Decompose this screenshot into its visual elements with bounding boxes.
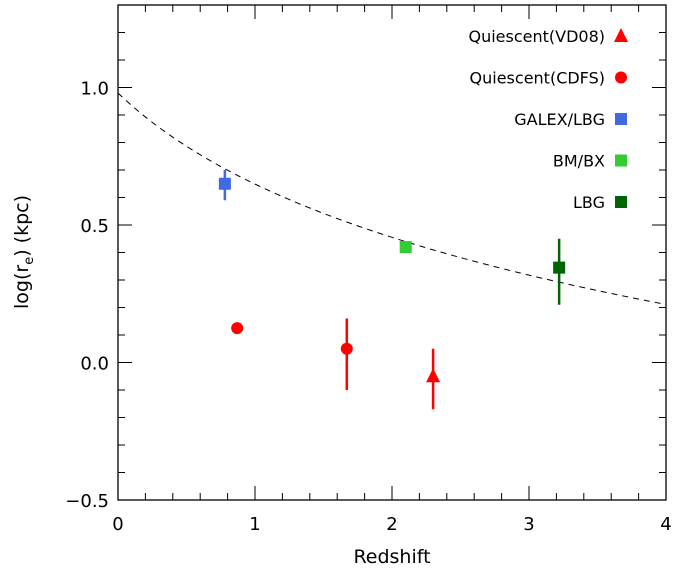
lbg-marker: [553, 261, 566, 274]
legend-marker-lbg: [615, 196, 627, 208]
quiescent-vd08-marker: [426, 368, 441, 383]
legend-label-quiescent-cdfs: Quiescent(CDFS): [470, 69, 605, 88]
y-axis-title-tail: ) (kpc): [11, 195, 33, 257]
x-tick-label: 1: [249, 514, 260, 535]
y-tick-label: 0.5: [80, 216, 109, 237]
legend-marker-bm-bx: [615, 154, 627, 167]
y-axis-title-sub: e: [22, 257, 37, 265]
legend-label-quiescent-vd08: Quiescent(VD08): [468, 27, 605, 46]
x-axis-title: Redshift: [353, 546, 430, 568]
legend-marker-quiescent-vd08: [614, 28, 628, 42]
error-bars: [223, 170, 561, 410]
fit-curve: [117, 92, 667, 305]
bm-bx-marker: [399, 241, 412, 253]
tick-labels: 0 1 2 3 4 −0.5 0.0 0.5 1.0: [65, 79, 671, 536]
legend-label-galex-lbg: GALEX/LBG: [514, 110, 605, 129]
y-axis-title-main: log(r: [11, 265, 33, 309]
x-tick-label: 3: [523, 514, 534, 535]
x-tick-label: 0: [112, 514, 123, 535]
quiescent-cdfs-marker: [340, 342, 353, 355]
galex-lbg-marker: [218, 177, 231, 190]
legend-marker-galex-lbg: [615, 113, 627, 125]
x-tick-label: 2: [386, 514, 397, 535]
y-axis-title: log(re) (kpc): [11, 195, 37, 309]
y-tick-label: 0.0: [80, 354, 109, 375]
legend-marker-quiescent-cdfs: [615, 71, 627, 84]
legend-label-bm-bx: BM/BX: [553, 152, 605, 171]
legend-label-lbg: LBG: [573, 193, 605, 212]
axis-ticks: [117, 4, 667, 501]
y-tick-label: −0.5: [65, 491, 109, 512]
y-tick-label: 1.0: [80, 79, 109, 100]
data-markers: [218, 177, 566, 383]
x-tick-label: 4: [660, 514, 671, 535]
legend: Quiescent(VD08) Quiescent(CDFS) GALEX/LBG B…: [468, 27, 628, 212]
quiescent-cdfs-marker: [231, 322, 244, 335]
